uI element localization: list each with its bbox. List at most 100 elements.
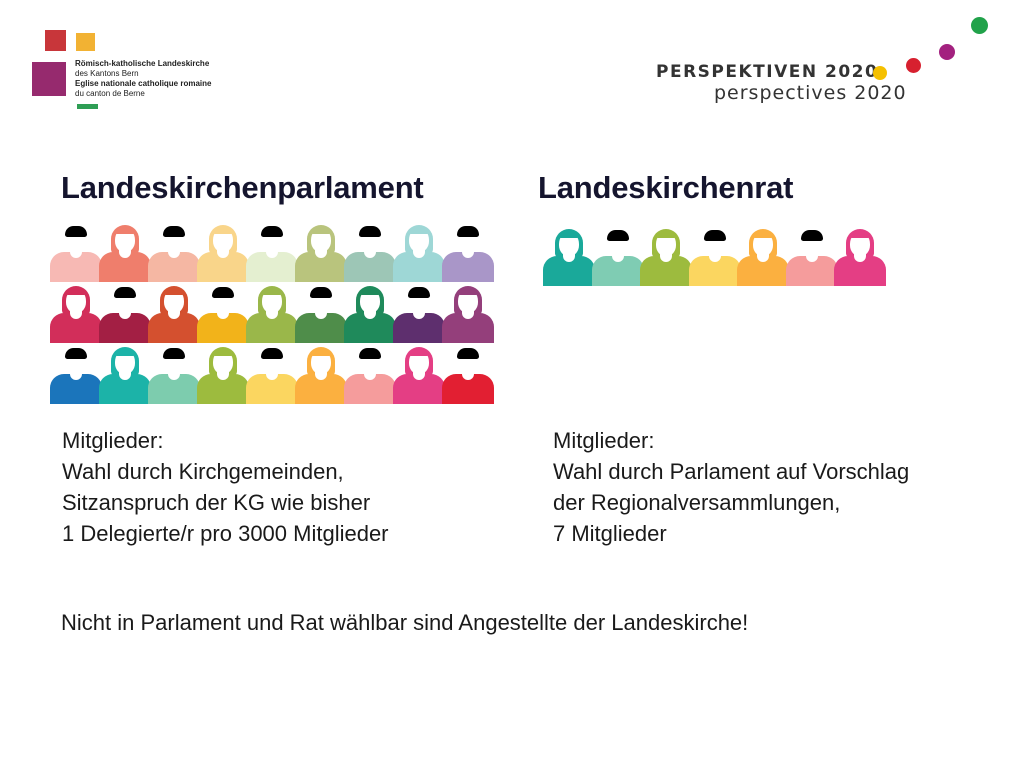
logo-bar-green: [77, 104, 98, 109]
figure-neck: [462, 311, 474, 319]
parliament-text-line-1: Mitglieder:: [62, 428, 164, 453]
member-figure: [148, 285, 200, 343]
parliament-members: [50, 224, 500, 404]
member-figure: [344, 285, 396, 343]
figure-head: [262, 289, 282, 313]
member-figure: [99, 224, 151, 282]
figure-neck: [413, 250, 425, 258]
member-figure: [246, 285, 298, 343]
figure-neck: [168, 250, 180, 258]
eligibility-notice: Nicht in Parlament und Rat wählbar sind …: [61, 610, 749, 635]
figure-neck: [854, 254, 866, 262]
council-text: Mitglieder: Wahl durch Parlament auf Vor…: [553, 425, 909, 549]
member-figure: [295, 285, 347, 343]
figure-head: [115, 350, 135, 374]
figure-hair: [65, 226, 87, 237]
figure-fringe: [312, 349, 330, 356]
figure-hair: [163, 348, 185, 359]
figure-neck: [660, 254, 672, 262]
figure-head: [360, 289, 380, 313]
figure-fringe: [459, 288, 477, 295]
figure-head: [115, 228, 135, 252]
figure-hair: [800, 230, 823, 241]
figure-head: [164, 289, 184, 313]
member-figure: [393, 346, 445, 404]
figure-head: [66, 289, 86, 313]
figure-neck: [217, 250, 229, 258]
figure-hair: [457, 348, 479, 359]
figure-hair: [212, 287, 234, 298]
figure-fringe: [214, 227, 232, 234]
brand-dot-green: [971, 17, 988, 34]
member-figure: [197, 285, 249, 343]
figure-hair: [703, 230, 726, 241]
council-heading: Landeskirchenrat: [538, 170, 794, 205]
figure-hair: [408, 287, 430, 298]
figure-neck: [168, 311, 180, 319]
member-figure: [295, 346, 347, 404]
figure-neck: [119, 250, 131, 258]
member-figure: [688, 228, 741, 286]
member-figure: [295, 224, 347, 282]
figure-fringe: [410, 227, 428, 234]
council-text-line-2: Wahl durch Parlament auf Vorschlag: [553, 459, 910, 484]
figure-head: [458, 289, 478, 313]
figure-neck: [119, 372, 131, 380]
figure-head: [409, 228, 429, 252]
council-text-line-1: Mitglieder:: [553, 428, 655, 453]
figure-fringe: [67, 288, 85, 295]
figure-head: [213, 350, 233, 374]
figure-neck: [364, 372, 376, 380]
member-figure: [148, 224, 200, 282]
figure-fringe: [361, 288, 379, 295]
parliament-text: Mitglieder: Wahl durch Kirchgemeinden, S…: [62, 425, 389, 549]
figure-fringe: [754, 231, 772, 238]
figure-hair: [457, 226, 479, 237]
figure-fringe: [116, 227, 134, 234]
figure-fringe: [657, 231, 675, 238]
figure-hair: [261, 226, 283, 237]
figure-neck: [757, 254, 769, 262]
member-figure: [50, 224, 102, 282]
figure-head: [409, 350, 429, 374]
member-figure: [393, 224, 445, 282]
figure-head: [311, 228, 331, 252]
figure-head: [656, 232, 676, 256]
member-figure: [785, 228, 838, 286]
figure-head: [850, 232, 870, 256]
figure-hair: [114, 287, 136, 298]
logo-square-purple: [32, 62, 66, 96]
figure-neck: [611, 254, 624, 262]
figure-neck: [462, 372, 474, 380]
member-figure: [591, 228, 644, 286]
member-figure: [197, 346, 249, 404]
logo-line-4: du canton de Berne: [75, 89, 145, 98]
figure-neck: [462, 250, 474, 258]
figure-fringe: [410, 349, 428, 356]
figure-hair: [163, 226, 185, 237]
council-members: [543, 228, 886, 288]
figure-fringe: [560, 231, 578, 238]
member-figure: [99, 285, 151, 343]
member-figure: [442, 285, 494, 343]
council-text-line-4: 7 Mitglieder: [553, 521, 667, 546]
brand-dot-red: [906, 58, 921, 73]
member-figure: [543, 228, 595, 286]
member-figure: [99, 346, 151, 404]
member-figure: [148, 346, 200, 404]
member-figure: [50, 346, 102, 404]
member-figure: [442, 346, 494, 404]
figure-neck: [563, 254, 575, 262]
member-figure: [344, 346, 396, 404]
brand-dot-purple: [939, 44, 955, 60]
figure-neck: [266, 250, 278, 258]
brand: PERSPEKTIVEN 2020 perspectives 2020: [656, 62, 907, 104]
member-figure: [834, 228, 886, 286]
parliament-text-line-4: 1 Delegierte/r pro 3000 Mitglieder: [62, 521, 389, 546]
figure-fringe: [263, 288, 281, 295]
figure-neck: [70, 372, 82, 380]
figure-neck: [364, 311, 376, 319]
figure-head: [213, 228, 233, 252]
figure-neck: [413, 311, 425, 319]
member-figure: [737, 228, 789, 286]
